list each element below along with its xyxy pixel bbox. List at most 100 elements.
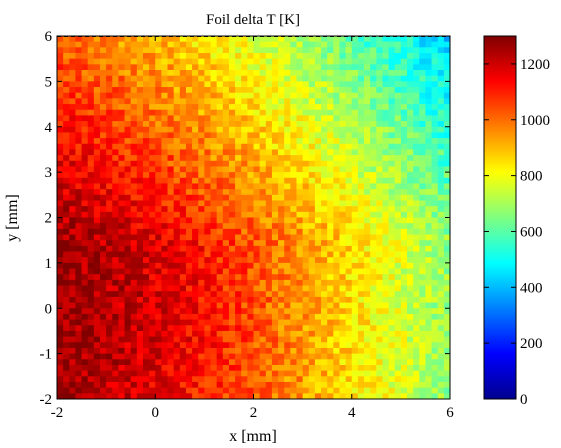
heatmap-cell — [278, 313, 285, 320]
heatmap-cell — [284, 302, 291, 309]
heatmap-cell — [345, 285, 353, 292]
heatmap-cell — [149, 302, 156, 309]
heatmap-cell — [443, 138, 450, 145]
heatmap-cell — [431, 194, 439, 201]
heatmap-cell — [425, 370, 432, 377]
heatmap-cell — [302, 370, 310, 377]
heatmap-cell — [400, 143, 408, 150]
heatmap-cell — [185, 364, 193, 372]
heatmap-cell — [167, 336, 175, 343]
heatmap-cell — [339, 81, 347, 88]
heatmap-cell — [321, 177, 328, 184]
heatmap-cell — [351, 189, 359, 196]
heatmap-cell — [394, 223, 402, 230]
heatmap-cell — [106, 364, 113, 372]
heatmap-cell — [308, 206, 316, 213]
heatmap-cell — [253, 313, 261, 320]
heatmap-cell — [235, 160, 242, 167]
heatmap-cell — [364, 370, 371, 377]
heatmap-cell — [296, 121, 304, 128]
heatmap-cell — [167, 279, 175, 286]
heatmap-cell — [93, 87, 101, 94]
heatmap-cell — [265, 87, 273, 94]
heatmap-cell — [290, 172, 297, 179]
heatmap-cell — [210, 393, 218, 399]
heatmap-cell — [314, 138, 322, 145]
heatmap-cell — [87, 87, 95, 94]
heatmap-cell — [179, 251, 187, 258]
heatmap-cell — [314, 87, 322, 94]
heatmap-cell — [431, 381, 439, 389]
heatmap-cell — [198, 381, 205, 389]
heatmap-cell — [155, 81, 162, 88]
heatmap-cell — [308, 245, 316, 252]
heatmap-cell — [63, 87, 70, 94]
heatmap-cell — [425, 200, 432, 207]
heatmap-cell — [75, 92, 82, 99]
heatmap-cell — [210, 313, 218, 320]
heatmap-cell — [155, 319, 162, 326]
heatmap-cell — [192, 200, 199, 207]
heatmap-cell — [413, 64, 420, 71]
heatmap-cell — [419, 387, 426, 394]
heatmap-cell — [431, 342, 439, 349]
heatmap-cell — [210, 109, 218, 116]
heatmap-cell — [222, 189, 230, 196]
heatmap-cell — [345, 87, 353, 94]
heatmap-cell — [192, 58, 199, 65]
heatmap-cell — [425, 274, 432, 281]
heatmap-cell — [308, 223, 316, 230]
heatmap-cell — [241, 251, 248, 258]
heatmap-cell — [241, 308, 248, 315]
heatmap-cell — [63, 302, 70, 309]
heatmap-cell — [149, 251, 156, 258]
heatmap-cell — [400, 177, 408, 184]
heatmap-cell — [179, 115, 187, 122]
heatmap-cell — [167, 155, 175, 162]
heatmap-cell — [419, 36, 426, 43]
heatmap-cell — [364, 47, 371, 54]
heatmap-cell — [357, 228, 365, 235]
heatmap-cell — [394, 138, 402, 145]
chart-title: Foil delta T [K] — [206, 12, 300, 28]
heatmap-cell — [179, 359, 187, 366]
heatmap-cell — [81, 325, 89, 332]
heatmap-cell — [376, 92, 383, 99]
heatmap-cell — [376, 53, 383, 60]
heatmap-cell — [339, 36, 347, 43]
heatmap-cell — [185, 109, 193, 116]
heatmap-cell — [394, 70, 402, 77]
heatmap-cell — [370, 319, 377, 326]
heatmap-cell — [222, 342, 230, 349]
heatmap-cell — [204, 155, 211, 162]
heatmap-cell — [155, 109, 162, 116]
heatmap-cell — [271, 104, 279, 111]
heatmap-cell — [112, 325, 119, 332]
heatmap-cell — [173, 143, 181, 150]
heatmap-cell — [407, 70, 414, 77]
heatmap-cell — [149, 64, 156, 71]
heatmap-cell — [431, 353, 439, 360]
heatmap-cell — [419, 240, 426, 247]
heatmap-cell — [278, 211, 285, 218]
heatmap-cell — [99, 132, 107, 139]
heatmap-cell — [241, 104, 248, 111]
heatmap-cell — [173, 228, 181, 235]
heatmap-cell — [407, 92, 414, 99]
heatmap-cell — [308, 274, 316, 281]
heatmap-cell — [235, 109, 242, 116]
heatmap-cell — [247, 109, 254, 116]
heatmap-cell — [271, 172, 279, 179]
heatmap-cell — [437, 143, 445, 150]
heatmap-cell — [57, 393, 64, 399]
heatmap-cell — [443, 342, 450, 349]
heatmap-cell — [204, 126, 211, 133]
heatmap-cell — [290, 285, 297, 292]
heatmap-cell — [222, 347, 230, 355]
heatmap-cell — [290, 359, 297, 366]
heatmap-cell — [443, 347, 450, 355]
heatmap-cell — [63, 336, 70, 343]
heatmap-cell — [247, 64, 254, 71]
heatmap-cell — [63, 81, 70, 88]
heatmap-cell — [167, 104, 175, 111]
